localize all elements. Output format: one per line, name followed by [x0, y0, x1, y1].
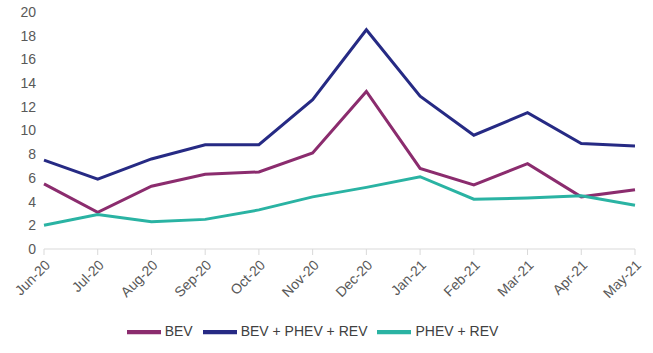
svg-text:12: 12 [20, 99, 36, 115]
html-text:BEV + PHEV + REV: BEV + PHEV + REV [240, 322, 368, 339]
svg-text:Sep-20: Sep-20 [171, 257, 214, 300]
svg-text:0: 0 [28, 241, 36, 257]
svg-text:6: 6 [28, 170, 36, 186]
svg-text:Dec-20: Dec-20 [332, 257, 375, 300]
svg-text:Jul-20: Jul-20 [69, 257, 107, 295]
svg-text:4: 4 [28, 194, 36, 210]
html-text:PHEV + REV: PHEV + REV [415, 322, 499, 339]
svg-text:Nov-20: Nov-20 [279, 257, 322, 300]
svg-text:Jan-21: Jan-21 [388, 257, 430, 299]
svg-text:Aug-20: Aug-20 [117, 257, 160, 300]
svg-text:20: 20 [20, 4, 36, 20]
svg-text:Mar-21: Mar-21 [494, 257, 537, 300]
svg-text:10: 10 [20, 122, 36, 138]
svg-text:Feb-21: Feb-21 [440, 257, 483, 300]
svg-text:16: 16 [20, 51, 36, 67]
svg-text:2: 2 [28, 217, 36, 233]
svg-text:Jun-20: Jun-20 [12, 257, 54, 299]
svg-text:Oct-20: Oct-20 [227, 257, 268, 298]
svg-text:May-21: May-21 [600, 257, 644, 301]
svg-text:8: 8 [28, 146, 36, 162]
svg-text:Apr-21: Apr-21 [549, 257, 590, 298]
html-text:BEV: BEV [164, 322, 193, 339]
svg-text:18: 18 [20, 28, 36, 44]
svg-text:14: 14 [20, 75, 36, 91]
